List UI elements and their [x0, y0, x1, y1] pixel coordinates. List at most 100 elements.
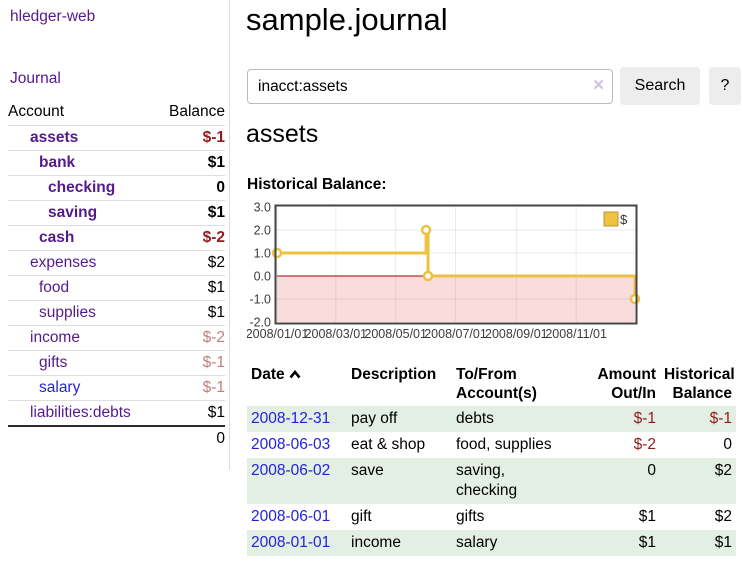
- txn-accounts: food, supplies: [456, 436, 552, 453]
- txn-amount: $1: [638, 508, 656, 525]
- account-link[interactable]: income: [30, 329, 80, 346]
- account-balance: $1: [157, 200, 225, 226]
- app-brand-link[interactable]: hledger-web: [10, 8, 96, 25]
- chart-title: Historical Balance:: [247, 176, 387, 193]
- svg-text:2008/03/01: 2008/03/01: [305, 327, 368, 341]
- txn-date-link[interactable]: 2008-01-01: [251, 534, 331, 551]
- account-link[interactable]: cash: [39, 229, 75, 246]
- table-row: 2008-06-03 eat & shop food, supplies $-2…: [247, 432, 736, 458]
- txn-description: save: [351, 462, 384, 479]
- table-row: 2008-12-31 pay off debts $-1 $-1: [247, 406, 736, 432]
- header-date-label: Date: [251, 366, 285, 383]
- accounts-table-body: assets $-1 bank $1 checking 0 saving $1 …: [8, 125, 225, 426]
- account-row: food $1: [8, 275, 225, 301]
- clear-search-icon[interactable]: ×: [593, 75, 605, 96]
- svg-text:3.0: 3.0: [254, 201, 271, 215]
- sort-ascending-icon: [289, 365, 301, 384]
- accounts-total-balance: 0: [157, 425, 225, 451]
- sidebar-item-journal[interactable]: Journal: [10, 70, 61, 87]
- header-accounts: To/From Account(s): [456, 366, 537, 402]
- account-balance: $-2: [157, 325, 225, 351]
- svg-text:2008/05/01: 2008/05/01: [364, 327, 427, 341]
- account-balance: 0: [157, 175, 225, 201]
- txn-balance: $2: [714, 508, 732, 525]
- txn-balance: $-1: [709, 410, 732, 427]
- txn-amount: $1: [638, 534, 656, 551]
- account-row: checking 0: [8, 175, 225, 201]
- txn-accounts: debts: [456, 410, 494, 427]
- table-row: 2008-06-01 gift gifts $1 $2: [247, 504, 736, 530]
- account-link[interactable]: supplies: [39, 304, 96, 321]
- txn-description: gift: [351, 508, 372, 525]
- account-row: assets $-1: [8, 125, 225, 151]
- txn-amount: $-1: [633, 410, 656, 427]
- svg-text:2008/07/01: 2008/07/01: [424, 327, 487, 341]
- svg-text:2.0: 2.0: [254, 224, 271, 238]
- txn-date-link[interactable]: 2008-06-02: [251, 462, 331, 479]
- svg-text:2008/11/01: 2008/11/01: [545, 327, 607, 341]
- account-balance: $-1: [157, 125, 225, 151]
- txn-accounts: saving, checking: [456, 462, 518, 499]
- account-link[interactable]: liabilities:debts: [30, 404, 131, 421]
- svg-text:2008/09/01: 2008/09/01: [485, 327, 548, 341]
- accounts-header-balance: Balance: [168, 103, 225, 120]
- svg-text:-1.0: -1.0: [249, 293, 271, 307]
- svg-text:0.0: 0.0: [254, 270, 271, 284]
- txn-balance: 0: [723, 436, 732, 453]
- txn-amount: 0: [647, 462, 656, 479]
- account-row: saving $1: [8, 200, 225, 226]
- account-balance: $1: [157, 275, 225, 301]
- header-amount: Amount Out/In: [597, 366, 656, 402]
- svg-text:1.0: 1.0: [254, 247, 271, 261]
- accounts-total-spacer: [8, 425, 158, 451]
- txn-balance: $2: [714, 462, 732, 479]
- txn-description: income: [351, 534, 401, 551]
- account-link[interactable]: gifts: [39, 354, 68, 371]
- search-button[interactable]: Search: [620, 67, 700, 105]
- account-balance: $-1: [157, 375, 225, 401]
- txn-accounts: gifts: [456, 508, 485, 525]
- txn-date-link[interactable]: 2008-06-01: [251, 508, 331, 525]
- account-balance: $2: [157, 250, 225, 276]
- header-description: Description: [351, 366, 437, 383]
- header-balance: Historical Balance: [664, 366, 735, 402]
- account-link[interactable]: bank: [39, 154, 76, 171]
- account-balance: $1: [157, 150, 225, 176]
- account-row: cash $-2: [8, 225, 225, 251]
- account-row: expenses $2: [8, 250, 225, 276]
- account-row: supplies $1: [8, 300, 225, 326]
- svg-text:2008/01/01: 2008/01/01: [247, 327, 308, 341]
- search-input[interactable]: [247, 69, 613, 104]
- account-link[interactable]: salary: [39, 379, 81, 396]
- account-row: bank $1: [8, 150, 225, 176]
- account-link[interactable]: assets: [30, 129, 79, 146]
- header-date[interactable]: Date: [247, 362, 347, 406]
- table-row: 2008-01-01 income salary $1 $1: [247, 530, 736, 556]
- account-balance: $-2: [157, 225, 225, 251]
- txn-date-link[interactable]: 2008-06-03: [251, 436, 331, 453]
- account-link[interactable]: saving: [48, 204, 98, 221]
- accounts-table: Account Balance assets $-1 bank $1 check…: [8, 100, 225, 451]
- table-row: 2008-06-02 save saving, checking 0 $2: [247, 458, 736, 504]
- txn-date-link[interactable]: 2008-12-31: [251, 410, 331, 427]
- accounts-total-row: 0: [8, 425, 225, 451]
- accounts-header-row: Account Balance: [8, 100, 225, 126]
- account-link[interactable]: food: [39, 279, 70, 296]
- transactions-table-body: 2008-12-31 pay off debts $-1 $-1 2008-06…: [247, 406, 736, 556]
- svg-text:-2.0: -2.0: [249, 316, 271, 330]
- account-link[interactable]: checking: [48, 179, 116, 196]
- account-balance: $-1: [157, 350, 225, 376]
- account-row: liabilities:debts $1: [8, 400, 225, 426]
- account-balance: $1: [157, 300, 225, 326]
- accounts-header-account: Account: [8, 103, 65, 120]
- account-link[interactable]: expenses: [30, 254, 97, 271]
- account-row: gifts $-1: [8, 350, 225, 376]
- historical-balance-chart: 3.0 2.0 1.0 0.0 -1.0 -2.02008/01/012008/03/01…: [247, 201, 641, 341]
- account-row: income $-2: [8, 325, 225, 351]
- help-button[interactable]: ?: [709, 67, 741, 105]
- transactions-header-row: Date Description To/From Account(s) Amou…: [247, 362, 736, 406]
- page-title: sample.journal: [246, 2, 448, 37]
- account-heading: assets: [246, 120, 319, 148]
- svg-text:$: $: [620, 212, 628, 227]
